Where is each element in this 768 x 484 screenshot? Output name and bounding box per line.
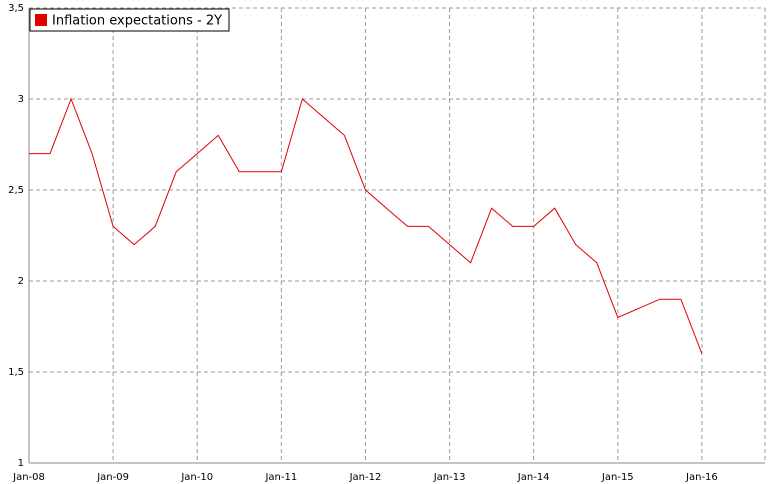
y-tick-label: 2: [18, 276, 24, 287]
x-tick-label: Jan-14: [517, 472, 550, 483]
x-tick-label: Jan-13: [433, 472, 466, 483]
legend-label: Inflation expectations - 2Y: [52, 14, 222, 29]
y-tick-label: 2,5: [8, 185, 24, 196]
y-tick-label: 3: [18, 94, 24, 105]
x-tick-label: Jan-08: [12, 472, 45, 483]
y-tick-label: 1,5: [8, 367, 24, 378]
y-tick-label: 3,5: [8, 3, 24, 14]
x-tick-label: Jan-10: [180, 472, 213, 483]
legend-swatch: [35, 14, 47, 26]
x-tick-label: Jan-16: [685, 472, 718, 483]
data-line: [29, 97, 703, 354]
legend: Inflation expectations - 2Y: [29, 8, 230, 32]
y-tick-label: 1: [18, 458, 24, 469]
x-tick-label: Jan-11: [264, 472, 297, 483]
x-tick-label: Jan-12: [349, 472, 382, 483]
x-tick-label: Jan-15: [601, 472, 634, 483]
legend-box: [29, 8, 230, 32]
x-tick-label: Jan-09: [96, 472, 129, 483]
